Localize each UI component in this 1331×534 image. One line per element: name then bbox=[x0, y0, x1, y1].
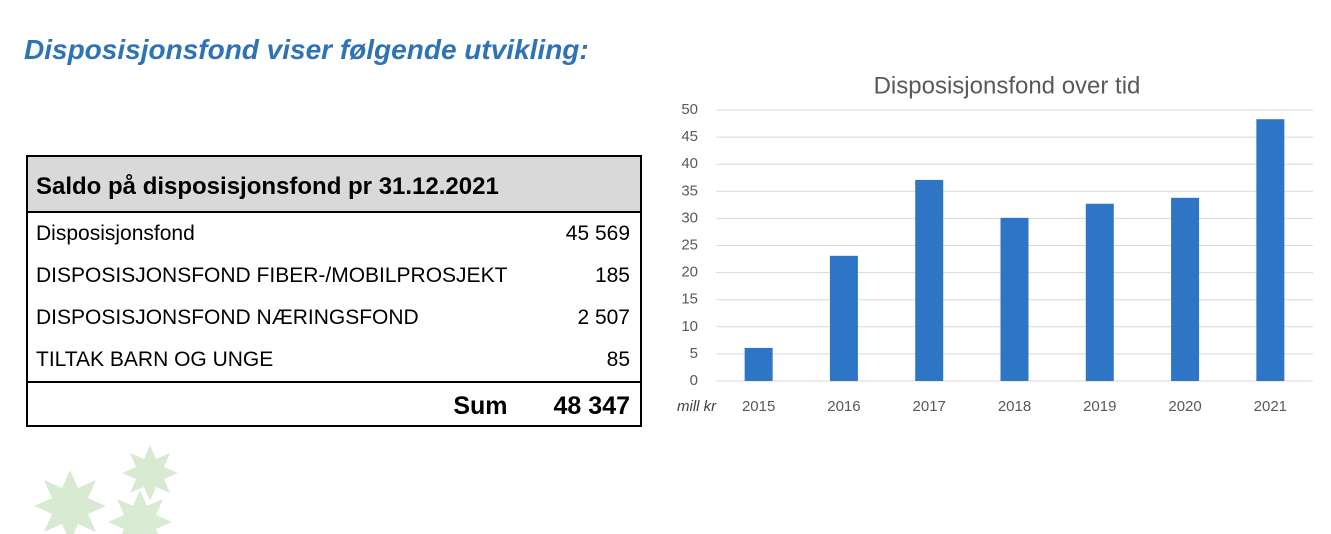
table-row: TILTAK BARN OG UNGE 85 bbox=[28, 339, 640, 381]
y-tick-label: 45 bbox=[681, 128, 698, 145]
y-tick-label: 40 bbox=[681, 155, 698, 172]
table-title: Saldo på disposisjonsfond pr 31.12.2021 bbox=[28, 157, 640, 213]
y-tick-label: 50 bbox=[681, 101, 698, 118]
bar bbox=[1085, 203, 1114, 381]
y-tick-label: 35 bbox=[681, 182, 698, 199]
table-body: Disposisjonsfond 45 569 DISPOSISJONSFOND F… bbox=[28, 213, 640, 381]
chart-title: Disposisjonsfond over tid bbox=[874, 72, 1141, 99]
bar bbox=[1171, 197, 1200, 381]
bar bbox=[829, 255, 858, 381]
bar bbox=[1256, 119, 1285, 382]
x-tick-label: 2019 bbox=[1083, 398, 1116, 415]
y-tick-label: 20 bbox=[681, 264, 698, 281]
x-tick-label: 2021 bbox=[1254, 398, 1287, 415]
x-tick-label: 2018 bbox=[998, 398, 1031, 415]
row-label: TILTAK BARN OG UNGE bbox=[36, 348, 274, 371]
table-row: Disposisjonsfond 45 569 bbox=[28, 213, 640, 255]
decoration bbox=[34, 445, 178, 534]
x-tick-label: 2016 bbox=[827, 398, 860, 415]
y-tick-label: 5 bbox=[690, 345, 698, 362]
total-label: Sum bbox=[453, 392, 508, 420]
table-row: DISPOSISJONSFOND FIBER-/MOBILPROSJEKT 185 bbox=[28, 255, 640, 297]
bar bbox=[744, 347, 773, 381]
table-row: DISPOSISJONSFOND NÆRINGSFOND 2 507 bbox=[28, 297, 640, 339]
row-label: DISPOSISJONSFOND NÆRINGSFOND bbox=[36, 306, 419, 329]
y-tick-label: 15 bbox=[681, 291, 698, 308]
balance-table: Saldo på disposisjonsfond pr 31.12.2021 … bbox=[26, 155, 642, 427]
y-tick-label: 25 bbox=[681, 236, 698, 253]
total-value: 48 347 bbox=[553, 392, 630, 420]
y-tick-label: 0 bbox=[690, 372, 698, 389]
y-tick-label: 30 bbox=[681, 209, 698, 226]
heading: Disposisjonsfond viser følgende utviklin… bbox=[24, 34, 589, 65]
row-label: DISPOSISJONSFOND FIBER-/MOBILPROSJEKT bbox=[36, 264, 508, 287]
row-value: 85 bbox=[606, 348, 630, 371]
row-value: 185 bbox=[594, 264, 630, 287]
total-row: Sum 48 347 bbox=[28, 381, 640, 425]
bar bbox=[1000, 217, 1029, 381]
x-tick-label: 2017 bbox=[913, 398, 946, 415]
bar bbox=[915, 179, 944, 381]
x-tick-label: 2020 bbox=[1168, 398, 1201, 415]
x-tick-label: 2015 bbox=[742, 398, 775, 415]
y-axis-unit: mill kr bbox=[677, 398, 717, 415]
y-tick-label: 10 bbox=[681, 318, 698, 335]
row-value: 2 507 bbox=[577, 306, 630, 329]
row-value: 45 569 bbox=[565, 222, 630, 245]
row-label: Disposisjonsfond bbox=[36, 222, 195, 245]
